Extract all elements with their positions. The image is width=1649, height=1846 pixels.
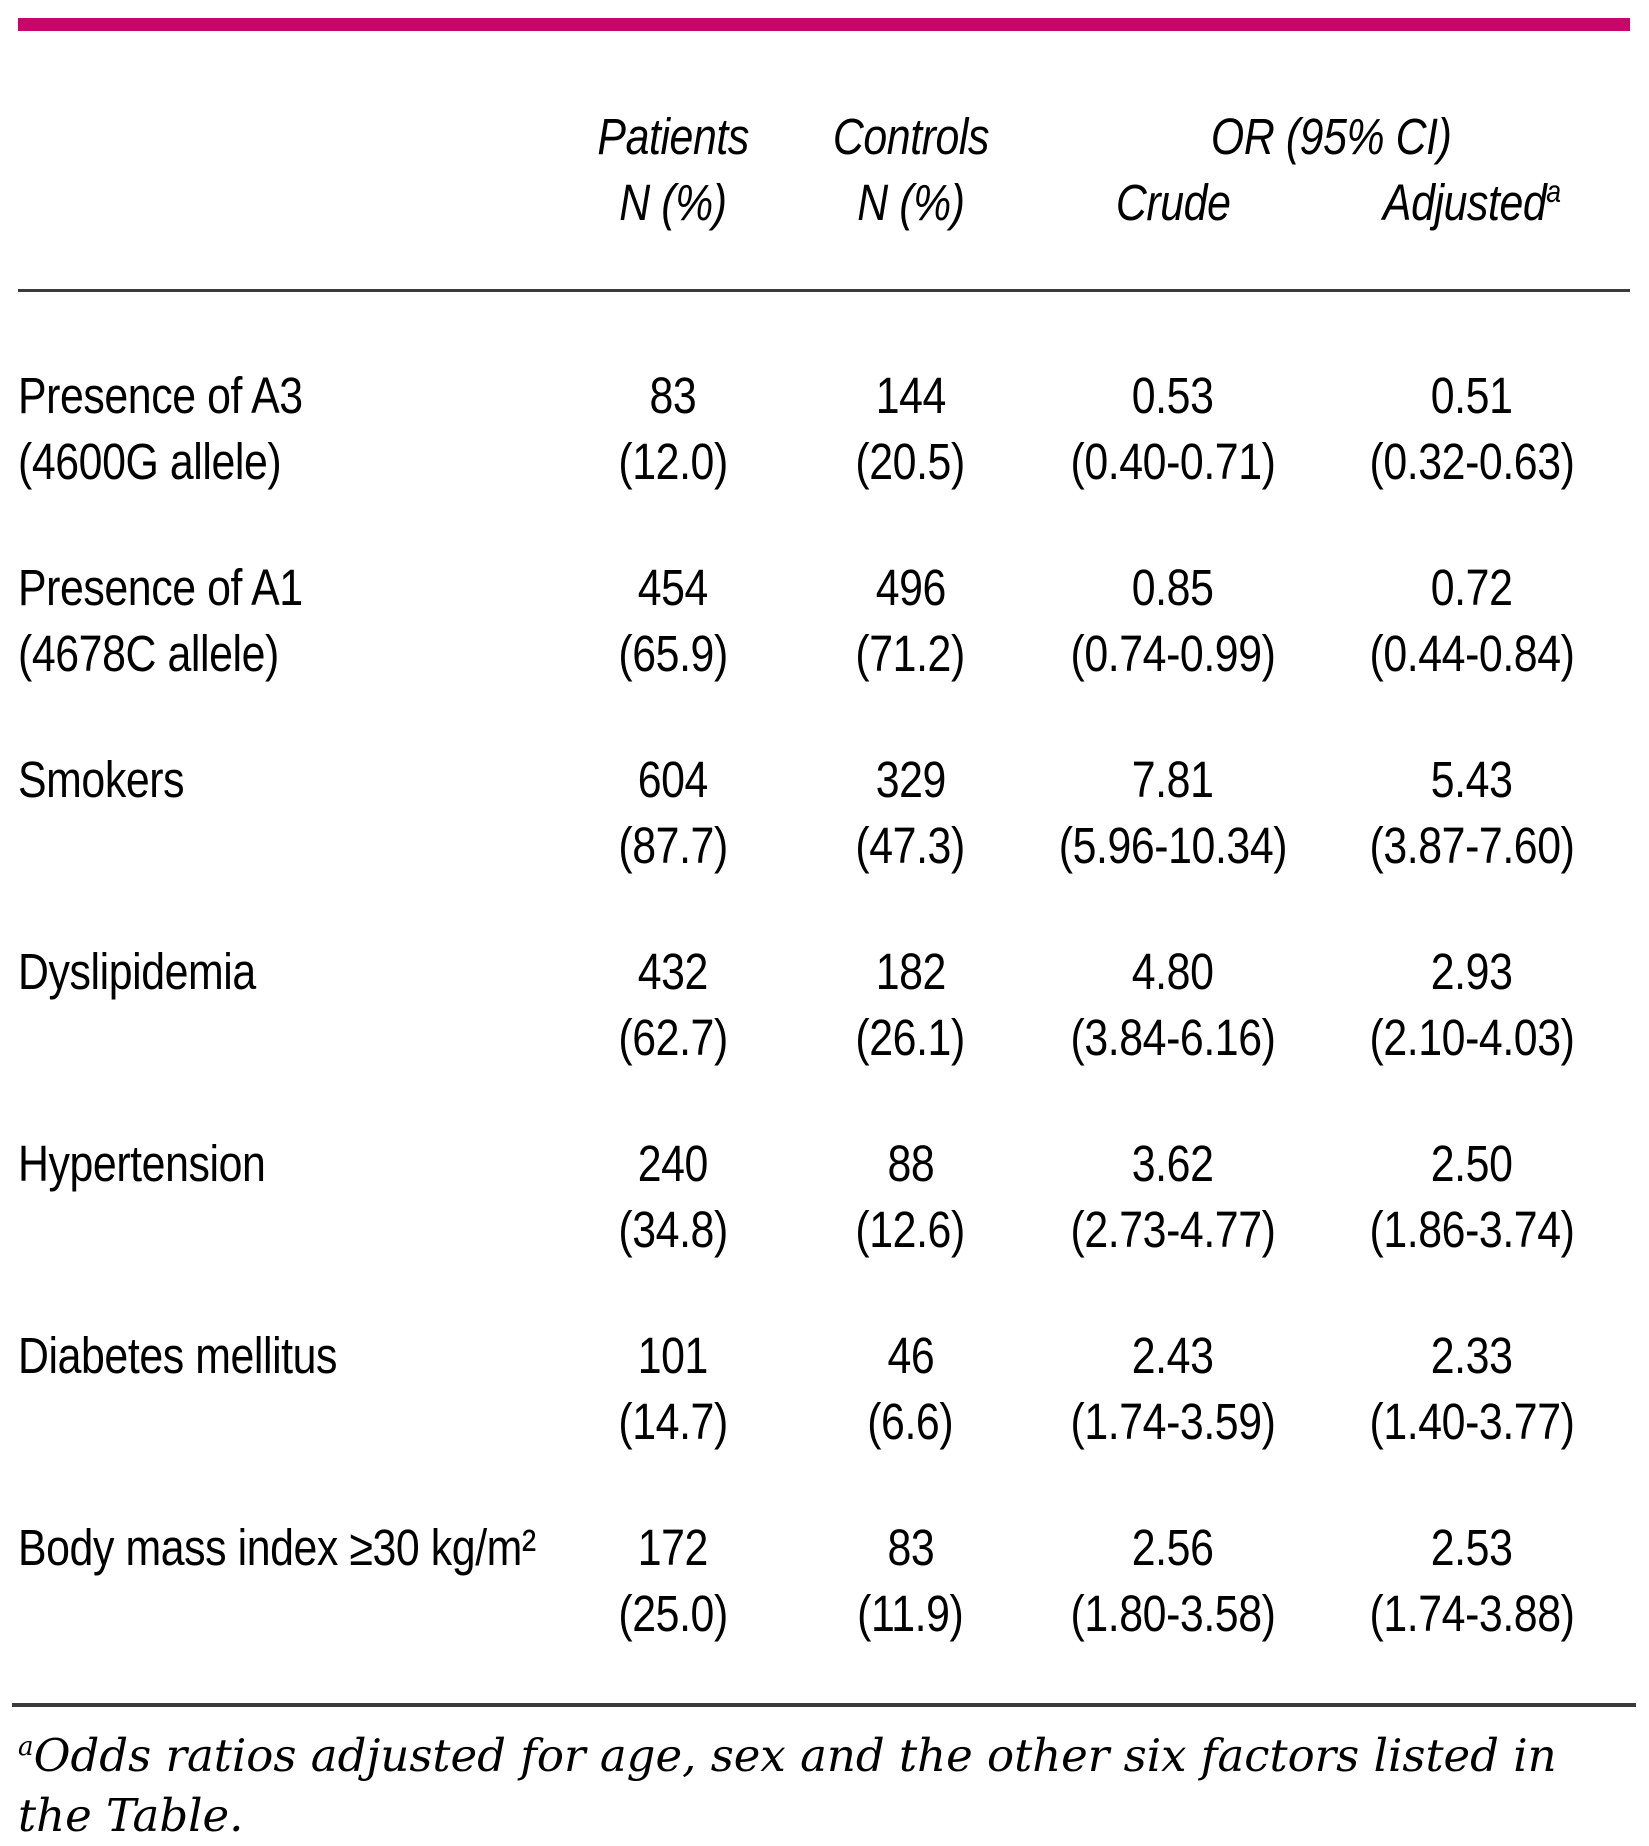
column-header-or-group: OR (95% CI) bbox=[1211, 108, 1452, 165]
row-label: Dyslipidemia bbox=[18, 943, 256, 1000]
crude-or-cell: 7.81 (5.96-10.34) bbox=[1058, 751, 1288, 874]
column-header-crude: Crude bbox=[1115, 174, 1231, 231]
crude-or-cell: 0.53 (0.40-0.71) bbox=[1070, 367, 1276, 490]
patients-cell: 101 (14.7) bbox=[618, 1327, 728, 1450]
patients-cell: 83 (12.0) bbox=[618, 367, 728, 490]
table-row-hypertension: Hypertension 240 (34.8) 88 (12.6) 3.62 (… bbox=[18, 1131, 1630, 1263]
controls-cell: 88 (12.6) bbox=[855, 1135, 966, 1258]
adjusted-or-cell: 2.33 (1.40-3.77) bbox=[1369, 1327, 1574, 1450]
controls-cell: 46 (6.6) bbox=[867, 1327, 954, 1450]
crude-or-cell: 0.85 (0.74-0.99) bbox=[1070, 559, 1276, 682]
table-row-dyslipidemia: Dyslipidemia 432 (62.7) 182 (26.1) 4.80 … bbox=[18, 939, 1630, 1071]
adjusted-footnote-marker: a bbox=[1545, 173, 1561, 209]
adjusted-or-cell: 2.50 (1.86-3.74) bbox=[1369, 1135, 1574, 1258]
header-line-1: Patients Controls OR (95% CI) bbox=[18, 104, 1630, 170]
column-subheader-controls-n: N (%) bbox=[856, 174, 965, 231]
patients-cell: 172 (25.0) bbox=[618, 1519, 728, 1642]
header-line-2: N (%) N (%) Crude Adjusteda bbox=[18, 170, 1630, 236]
table-body: Presence of A3 (4600G allele) 83 (12.0) … bbox=[18, 363, 1630, 1707]
adjusted-or-cell: 0.72 (0.44-0.84) bbox=[1369, 559, 1574, 682]
row-label: Hypertension bbox=[18, 1135, 266, 1192]
controls-cell: 83 (11.9) bbox=[857, 1519, 964, 1642]
controls-cell: 182 (26.1) bbox=[855, 943, 966, 1066]
column-header-controls: Controls bbox=[832, 108, 989, 165]
table-page: Patients Controls OR (95% CI) N (%) N (%… bbox=[12, 18, 1636, 1842]
crude-or-cell: 3.62 (2.73-4.77) bbox=[1070, 1135, 1276, 1258]
crude-or-cell: 4.80 (3.84-6.16) bbox=[1070, 943, 1276, 1066]
column-subheader-patients-n: N (%) bbox=[619, 174, 727, 231]
adjusted-or-cell: 5.43 (3.87-7.60) bbox=[1369, 751, 1574, 874]
patients-cell: 240 (34.8) bbox=[618, 1135, 728, 1258]
footnote-marker: a bbox=[18, 1732, 34, 1762]
table-row-body-mass-index: Body mass index ≥30 kg/m² 172 (25.0) 83 … bbox=[18, 1515, 1630, 1647]
row-label: Presence of A1 (4678C allele) bbox=[18, 559, 303, 682]
patients-cell: 432 (62.7) bbox=[618, 943, 728, 1066]
patients-cell: 604 (87.7) bbox=[618, 751, 728, 874]
table-row-presence-a3: Presence of A3 (4600G allele) 83 (12.0) … bbox=[18, 363, 1630, 495]
adjusted-or-cell: 2.93 (2.10-4.03) bbox=[1369, 943, 1574, 1066]
table-header: Patients Controls OR (95% CI) N (%) N (%… bbox=[18, 104, 1630, 236]
footnote-text: Odds ratios adjusted for age, sex and th… bbox=[18, 1729, 1557, 1842]
crude-or-cell: 2.56 (1.80-3.58) bbox=[1070, 1519, 1276, 1642]
controls-cell: 329 (47.3) bbox=[855, 751, 966, 874]
row-label: Smokers bbox=[18, 751, 185, 808]
adjusted-or-cell: 0.51 (0.32-0.63) bbox=[1369, 367, 1574, 490]
table-footnote: aOdds ratios adjusted for age, sex and t… bbox=[18, 1726, 1630, 1846]
table-row-diabetes-mellitus: Diabetes mellitus 101 (14.7) 46 (6.6) 2.… bbox=[18, 1323, 1630, 1455]
column-header-adjusted: Adjusteda bbox=[1382, 173, 1561, 231]
table-row-presence-a1: Presence of A1 (4678C allele) 454 (65.9)… bbox=[18, 555, 1630, 687]
column-header-patients: Patients bbox=[597, 108, 749, 165]
header-divider-rule bbox=[18, 289, 1630, 292]
crude-or-cell: 2.43 (1.74-3.59) bbox=[1070, 1327, 1276, 1450]
table-row-smokers: Smokers 604 (87.7) 329 (47.3) 7.81 (5.96… bbox=[18, 747, 1630, 879]
row-label: Diabetes mellitus bbox=[18, 1327, 338, 1384]
footer-divider-rule bbox=[12, 1703, 1636, 1707]
patients-cell: 454 (65.9) bbox=[618, 559, 728, 682]
row-label: Body mass index ≥30 kg/m² bbox=[18, 1519, 536, 1576]
controls-cell: 496 (71.2) bbox=[855, 559, 966, 682]
top-accent-bar bbox=[18, 18, 1630, 31]
row-label: Presence of A3 (4600G allele) bbox=[18, 367, 303, 490]
header-spacer bbox=[18, 104, 558, 170]
adjusted-or-cell: 2.53 (1.74-3.88) bbox=[1369, 1519, 1574, 1642]
header-spacer bbox=[18, 170, 558, 236]
controls-cell: 144 (20.5) bbox=[855, 367, 966, 490]
